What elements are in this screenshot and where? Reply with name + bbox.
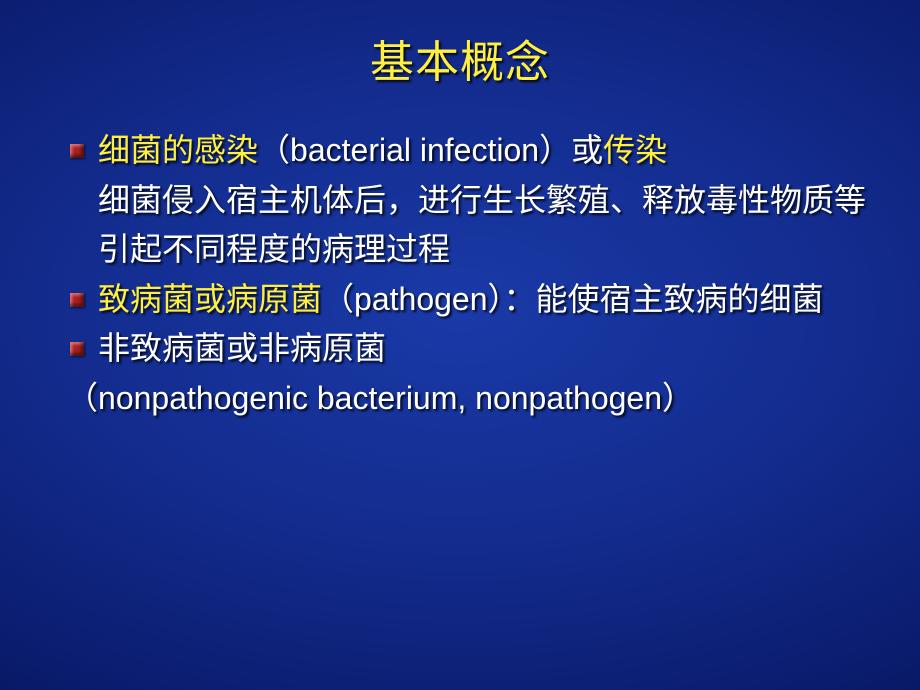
term-infection-cn: 细菌的感染 <box>98 132 258 168</box>
definition-pathogen-text: ）：能使宿主致病的细菌 <box>488 281 824 317</box>
slide-content: 细菌的感染（bacterial infection）或传染 细菌侵入宿主机体后，… <box>62 126 882 424</box>
slide-title: 基本概念 <box>0 0 920 90</box>
term-pathogen-en: pathogen <box>354 281 487 317</box>
term-nonpathogen-cn: 非致病菌或非病原菌 <box>98 330 386 366</box>
bullet-item-1: 细菌的感染（bacterial infection）或传染 <box>62 126 882 176</box>
definition-infection-text: 细菌侵入宿主机体后，进行生长繁殖、释放毒性物质等引起不同程度的病理过程 <box>98 182 866 268</box>
paren-open-3: （ <box>66 380 98 416</box>
paren-open-1: （ <box>258 132 290 168</box>
paren-open-2: （ <box>322 281 354 317</box>
term-pathogen-cn: 致病菌或病原菌 <box>98 281 322 317</box>
term-infection-en: bacterial infection <box>290 132 539 168</box>
definition-infection: 细菌侵入宿主机体后，进行生长繁殖、释放毒性物质等引起不同程度的病理过程 <box>62 176 882 275</box>
text-or: ）或 <box>539 132 603 168</box>
bullet-item-3: 非致病菌或非病原菌 <box>62 324 882 374</box>
paren-close-3: ） <box>662 380 694 416</box>
term-nonpathogen-en: nonpathogenic bacterium, nonpathogen <box>98 380 662 416</box>
slide: 基本概念 细菌的感染（bacterial infection）或传染 细菌侵入宿… <box>0 0 920 690</box>
nonpathogen-en-line: （nonpathogenic bacterium, nonpathogen） <box>62 374 882 424</box>
bullet-item-2: 致病菌或病原菌（pathogen）：能使宿主致病的细菌 <box>62 275 882 325</box>
term-transmission-cn: 传染 <box>603 132 667 168</box>
